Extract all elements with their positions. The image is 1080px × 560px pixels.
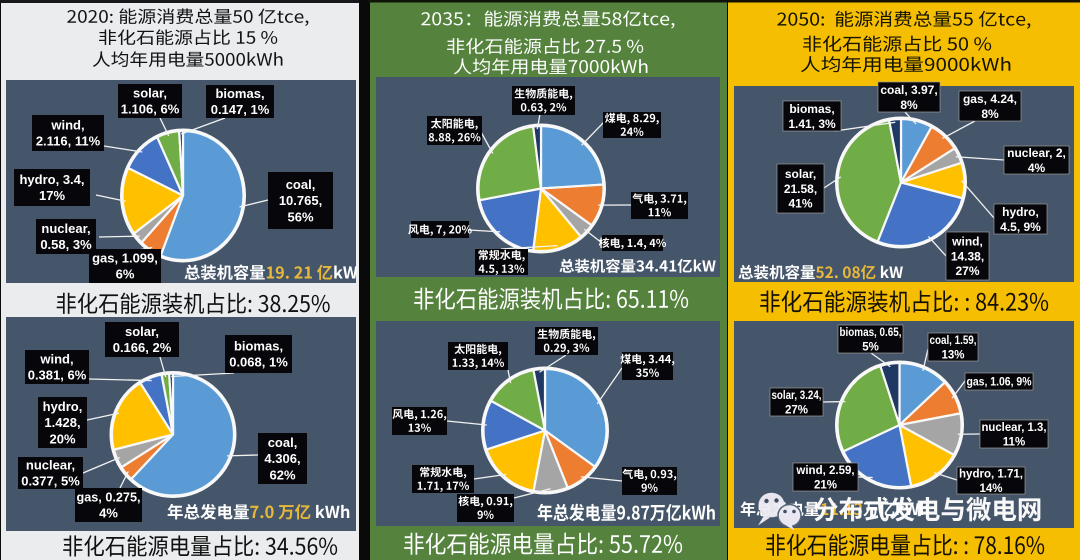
svg-text:hydro,: hydro,: [43, 399, 83, 414]
svg-text:gas, 1.06, 9%: gas, 1.06, 9%: [967, 377, 1032, 389]
svg-text:27%: 27%: [955, 264, 979, 278]
svg-text:10.765,: 10.765,: [279, 193, 322, 208]
svg-text:nuclear,: nuclear,: [26, 458, 75, 473]
svg-text:0.147, 1%: 0.147, 1%: [211, 102, 270, 117]
svg-text:17%: 17%: [39, 188, 65, 203]
svg-text:wind,: wind,: [951, 234, 983, 248]
svg-text:gas, 1.099,: gas, 1.099,: [92, 251, 158, 266]
svg-text:0.377, 5%: 0.377, 5%: [21, 474, 80, 489]
svg-text:20%: 20%: [49, 431, 75, 446]
svg-text:solar,: solar,: [125, 324, 159, 339]
svg-text:hydro, 3.4,: hydro, 3.4,: [19, 172, 84, 187]
svg-text:8%: 8%: [981, 107, 999, 121]
svg-text:21%: 21%: [814, 479, 837, 491]
svg-text:0.381, 6%: 0.381, 6%: [28, 368, 87, 383]
svg-text:nuclear,: nuclear,: [41, 221, 90, 236]
svg-text:biomas,: biomas,: [215, 86, 264, 101]
svg-text:wind,: wind,: [39, 352, 73, 367]
svg-text:27%: 27%: [785, 404, 808, 416]
svg-text:hydro, 1.71,: hydro, 1.71,: [959, 469, 1023, 481]
svg-text:4%: 4%: [1028, 161, 1046, 175]
svg-text:coal, 1.59,: coal, 1.59,: [930, 335, 977, 347]
svg-text:56%: 56%: [287, 209, 313, 224]
svg-text:solar,: solar,: [785, 167, 816, 181]
svg-text:11%: 11%: [1003, 436, 1025, 448]
svg-text:4.5, 9%: 4.5, 9%: [1000, 220, 1041, 234]
svg-text:5%: 5%: [862, 341, 879, 353]
svg-text:nuclear, 1.3,: nuclear, 1.3,: [982, 422, 1047, 434]
svg-text:4.306,: 4.306,: [264, 451, 300, 466]
svg-text:8%: 8%: [900, 98, 918, 112]
svg-text:1.428,: 1.428,: [44, 415, 80, 430]
svg-text:gas, 4.24,: gas, 4.24,: [963, 92, 1017, 106]
svg-text:1.41, 3%: 1.41, 3%: [788, 117, 836, 131]
svg-text:hydro,: hydro,: [1002, 205, 1039, 219]
svg-text:1.106, 6%: 1.106, 6%: [121, 102, 180, 117]
svg-text:solar,: solar,: [133, 86, 167, 101]
svg-text:0.58, 3%: 0.58, 3%: [40, 237, 92, 252]
svg-text:2.116, 11%: 2.116, 11%: [36, 134, 101, 149]
svg-text:62%: 62%: [269, 467, 295, 482]
svg-text:6%: 6%: [116, 267, 135, 282]
svg-text:0.166, 2%: 0.166, 2%: [113, 340, 172, 355]
svg-text:wind, 2.59,: wind, 2.59,: [795, 465, 854, 477]
svg-text:coal,: coal,: [286, 177, 316, 192]
svg-text:14%: 14%: [979, 483, 1002, 495]
svg-text:0.068, 1%: 0.068, 1%: [229, 355, 288, 370]
svg-text:13%: 13%: [941, 349, 964, 361]
svg-text:biomas,: biomas,: [234, 339, 283, 354]
svg-text:wind,: wind,: [50, 118, 84, 133]
svg-text:coal, 3.97,: coal, 3.97,: [880, 83, 937, 97]
svg-text:biomas, 0.65,: biomas, 0.65,: [840, 327, 902, 339]
svg-text:14.38,: 14.38,: [951, 249, 984, 263]
svg-text:coal,: coal,: [268, 435, 298, 450]
svg-text:nuclear, 2,: nuclear, 2,: [1007, 146, 1066, 160]
svg-text:21.58,: 21.58,: [784, 182, 817, 196]
svg-text:gas, 0.275,: gas, 0.275,: [77, 490, 141, 505]
svg-text:solar, 3.24,: solar, 3.24,: [772, 390, 822, 402]
svg-text:biomas,: biomas,: [789, 102, 834, 116]
svg-text:41%: 41%: [788, 197, 812, 211]
svg-text:4%: 4%: [99, 506, 118, 521]
